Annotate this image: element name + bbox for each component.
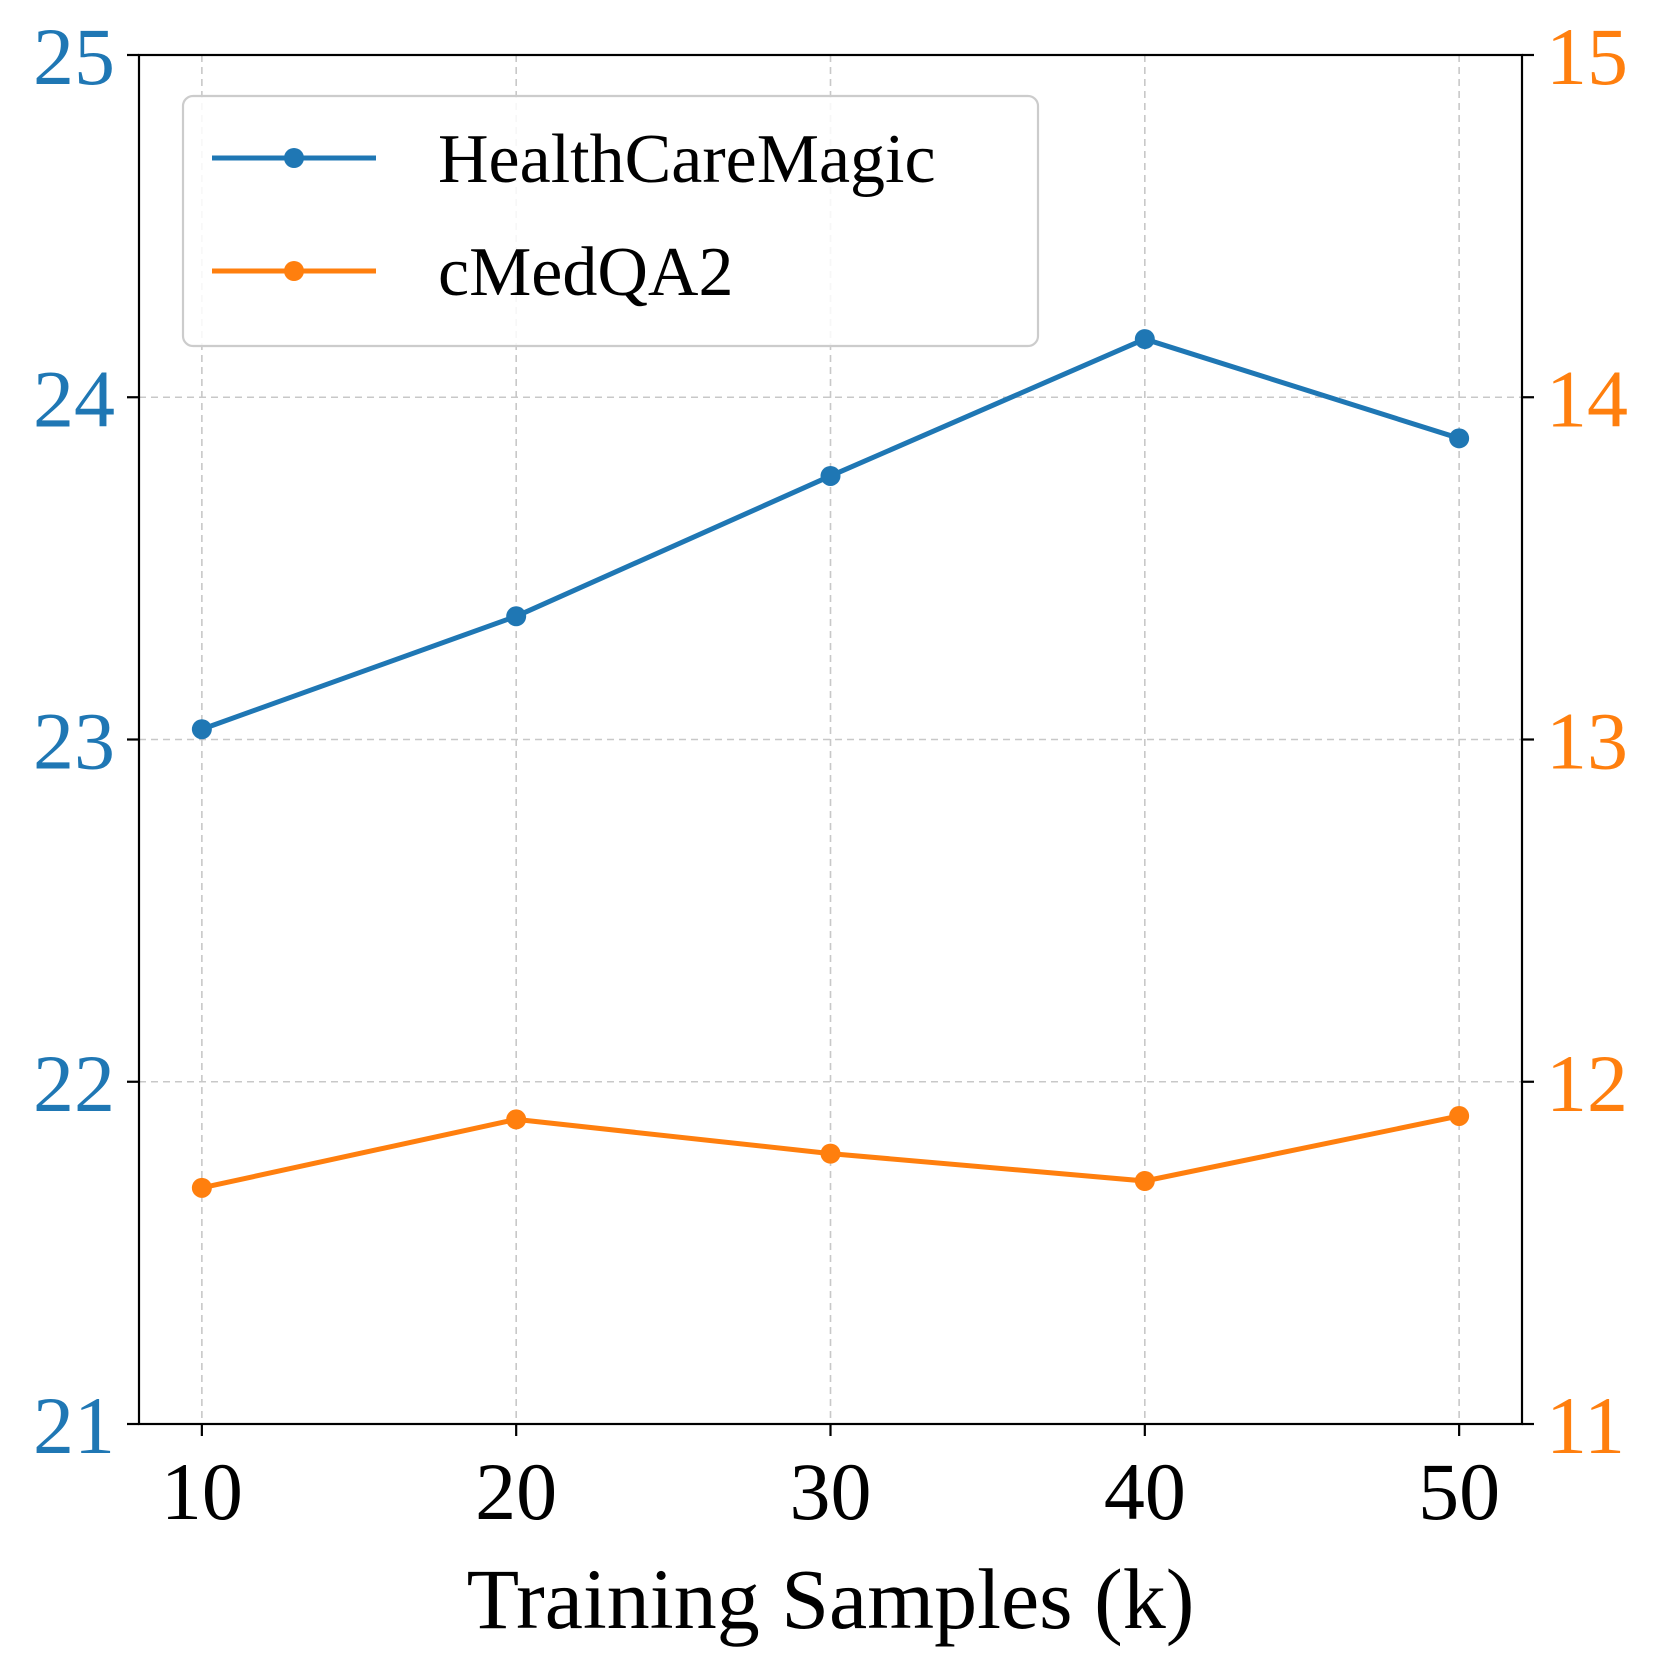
y-left-tick-label: 21 <box>33 1380 115 1471</box>
ticks-layer <box>127 53 1534 1436</box>
legend-label-cmedqa2: cMedQA2 <box>438 234 733 311</box>
y-left-tick-label: 25 <box>33 11 115 102</box>
data-point-cmedqa2 <box>506 1109 527 1130</box>
data-point-cmedqa2 <box>1449 1105 1470 1126</box>
legend-label-healthcaremagic: HealthCareMagic <box>438 121 936 198</box>
data-point-healthcaremagic <box>1449 428 1470 449</box>
y-right-tick-label: 12 <box>1546 1038 1628 1129</box>
y-left-tick-label: 24 <box>33 353 115 444</box>
series-layer <box>191 329 1470 1198</box>
legend: HealthCareMagic cMedQA2 <box>181 94 1040 348</box>
x-axis-title: Training Samples (k) <box>467 1551 1195 1647</box>
data-point-cmedqa2 <box>1134 1171 1155 1192</box>
x-tick-label: 40 <box>1104 1446 1186 1537</box>
y-right-tick-label: 11 <box>1546 1380 1625 1471</box>
data-point-healthcaremagic <box>1134 329 1155 350</box>
y-right-tick-label: 13 <box>1546 696 1628 787</box>
data-point-cmedqa2 <box>820 1143 841 1164</box>
y-left-tick-label: 22 <box>33 1038 115 1129</box>
y-right-tick-label: 14 <box>1546 353 1628 444</box>
legend-marker-healthcaremagic <box>284 148 304 168</box>
data-point-healthcaremagic <box>820 465 841 486</box>
x-tick-label: 10 <box>161 1446 243 1537</box>
y-left-tick-label: 23 <box>33 696 115 787</box>
legend-marker-cmedqa2 <box>284 261 304 281</box>
x-tick-label: 30 <box>790 1446 872 1537</box>
data-point-cmedqa2 <box>191 1177 212 1198</box>
labels-layer: 10 20 30 40 50 21 22 23 24 25 11 12 13 14 15 <box>33 11 1628 1537</box>
legend-frame <box>181 94 1040 348</box>
data-point-healthcaremagic <box>506 606 527 627</box>
data-point-healthcaremagic <box>191 719 212 740</box>
x-tick-label: 20 <box>475 1446 557 1537</box>
y-right-tick-label: 15 <box>1546 11 1628 102</box>
x-tick-label: 50 <box>1418 1446 1500 1537</box>
